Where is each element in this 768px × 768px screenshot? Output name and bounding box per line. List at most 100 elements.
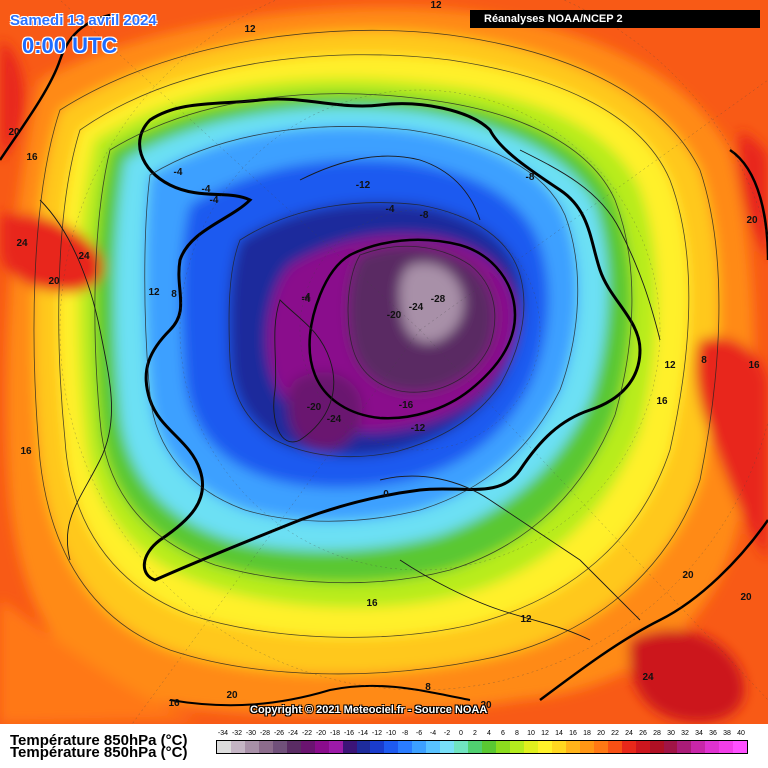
- legend-label: -14: [357, 730, 369, 737]
- contour-label: 8: [425, 682, 431, 693]
- contour-label: -12: [356, 180, 371, 191]
- legend-label: 16: [569, 730, 577, 737]
- legend-swatch: [328, 741, 343, 753]
- contour-label: 16: [26, 152, 38, 163]
- legend-swatch: [272, 741, 287, 753]
- contour-label: 20: [746, 215, 758, 226]
- legend-swatch: [217, 741, 231, 753]
- contour-label: -8: [420, 210, 429, 221]
- legend-label: -22: [301, 730, 313, 737]
- legend-swatch: [677, 741, 692, 753]
- legend-label: 2: [473, 730, 477, 737]
- contour-label: -20: [307, 402, 322, 413]
- legend-swatch: [579, 741, 594, 753]
- legend-swatch: [551, 741, 566, 753]
- legend-label: -30: [245, 730, 257, 737]
- legend-swatch: [314, 741, 329, 753]
- legend-label: -34: [217, 730, 229, 737]
- contour-label: 12: [520, 614, 532, 625]
- legend-label: -10: [385, 730, 397, 737]
- coast-asia-north: [519, 149, 661, 341]
- variable-title: Température 850hPa (°C): [10, 732, 188, 749]
- contour-label: 20: [8, 127, 20, 138]
- legend-swatch: [649, 741, 664, 753]
- legend-label: -2: [443, 730, 451, 737]
- legend-swatch: [635, 741, 650, 753]
- warm-spot-southeast: [629, 630, 745, 723]
- contour-label: 8: [171, 289, 177, 300]
- legend-swatch: [230, 741, 245, 753]
- contour-label: -4: [210, 195, 219, 206]
- warm-spot-northeast: [739, 130, 768, 260]
- contour-label: 12: [244, 24, 256, 35]
- legend-label: -28: [259, 730, 271, 737]
- legend-swatch: [300, 741, 315, 753]
- legend-label: -24: [287, 730, 299, 737]
- copyright-label: Copyright © 2021 Meteociel.fr - Source N…: [250, 704, 488, 716]
- band-m22b: [287, 372, 363, 451]
- contour-label: -20: [387, 310, 402, 321]
- legend-label: 28: [653, 730, 661, 737]
- legend-label: 38: [723, 730, 731, 737]
- coast-north-america: [39, 199, 112, 561]
- contour-label: 16: [168, 698, 180, 709]
- legend-label: -18: [329, 730, 341, 737]
- legend-swatch: [342, 741, 357, 753]
- legend-cells: [216, 740, 748, 754]
- coast-greenland: [273, 299, 335, 443]
- legend-label: 18: [583, 730, 591, 737]
- legend-swatch: [468, 741, 483, 753]
- contour-label: 24: [78, 251, 90, 262]
- warm-spot-northwest: [0, 40, 24, 160]
- legend-swatch: [733, 741, 748, 753]
- contour-label: 16: [20, 446, 32, 457]
- coast-mediterranean: [399, 559, 591, 641]
- legend-swatch: [663, 741, 678, 753]
- legend-swatch: [412, 741, 427, 753]
- legend-swatch: [593, 741, 608, 753]
- contour-label: 24: [642, 672, 654, 683]
- contour-label: -16: [399, 400, 414, 411]
- legend-label: 14: [555, 730, 563, 737]
- legend-swatch: [454, 741, 469, 753]
- legend-label: -16: [343, 730, 355, 737]
- legend-swatch: [398, 741, 413, 753]
- legend-bar: Température 850hPa (°C) Température 850h…: [0, 724, 768, 768]
- contour-label: -12: [411, 423, 426, 434]
- isotherm-m16: [308, 238, 517, 420]
- contour-label: 20: [740, 592, 752, 603]
- legend-label: 8: [515, 730, 519, 737]
- legend-label: 20: [597, 730, 605, 737]
- color-legend: -34 -32 -30 -28 -26 -24 -22 -20 -18 -16 -14 -12 -10-…: [216, 730, 748, 754]
- legend-label: 34: [695, 730, 703, 737]
- legend-swatch: [258, 741, 273, 753]
- contour-label: -4: [302, 292, 311, 303]
- coast-europe: [379, 475, 641, 621]
- legend-swatch: [482, 741, 497, 753]
- contour-label: 12: [148, 287, 160, 298]
- variable-title-shadow: Température 850hPa (°C): [10, 744, 188, 761]
- contour-label: -4: [386, 204, 395, 215]
- contour-label: -24: [409, 302, 424, 313]
- contour-label: -24: [327, 414, 342, 425]
- legend-swatch: [244, 741, 259, 753]
- contour-label: 0: [383, 489, 389, 500]
- time-label: 0:00 UTC: [22, 33, 118, 58]
- contour-label: -4: [174, 167, 183, 178]
- isotherm-20-northwest: [0, 13, 111, 161]
- band-m28: [399, 263, 464, 343]
- legend-swatch: [440, 741, 455, 753]
- legend-swatch: [370, 741, 385, 753]
- contour-label: -4: [202, 184, 211, 195]
- legend-swatch: [286, 741, 301, 753]
- contour-label: -8: [526, 172, 535, 183]
- legend-label: 26: [639, 730, 647, 737]
- legend-swatch: [384, 741, 399, 753]
- legend-label: 10: [527, 730, 535, 737]
- legend-label: 22: [611, 730, 619, 737]
- warm-spot-southwest: [0, 600, 200, 724]
- legend-label: -8: [401, 730, 409, 737]
- legend-label: -32: [231, 730, 243, 737]
